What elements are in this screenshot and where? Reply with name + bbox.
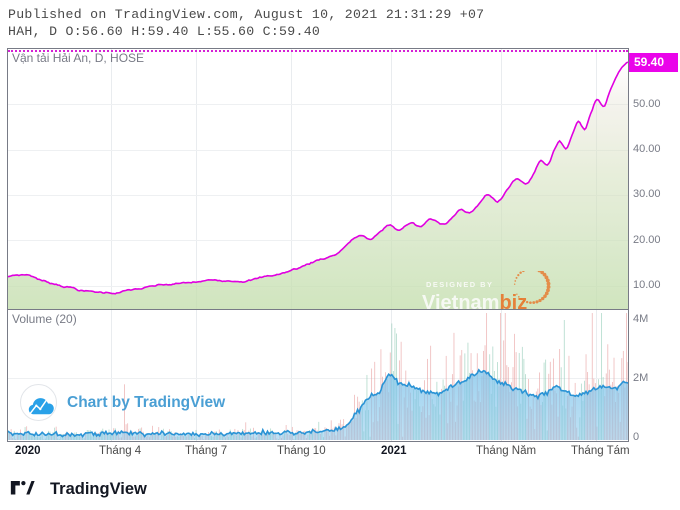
svg-text:DESIGNED BY: DESIGNED BY [426,280,493,289]
svg-text:Vietnambiz: Vietnambiz [422,292,527,310]
